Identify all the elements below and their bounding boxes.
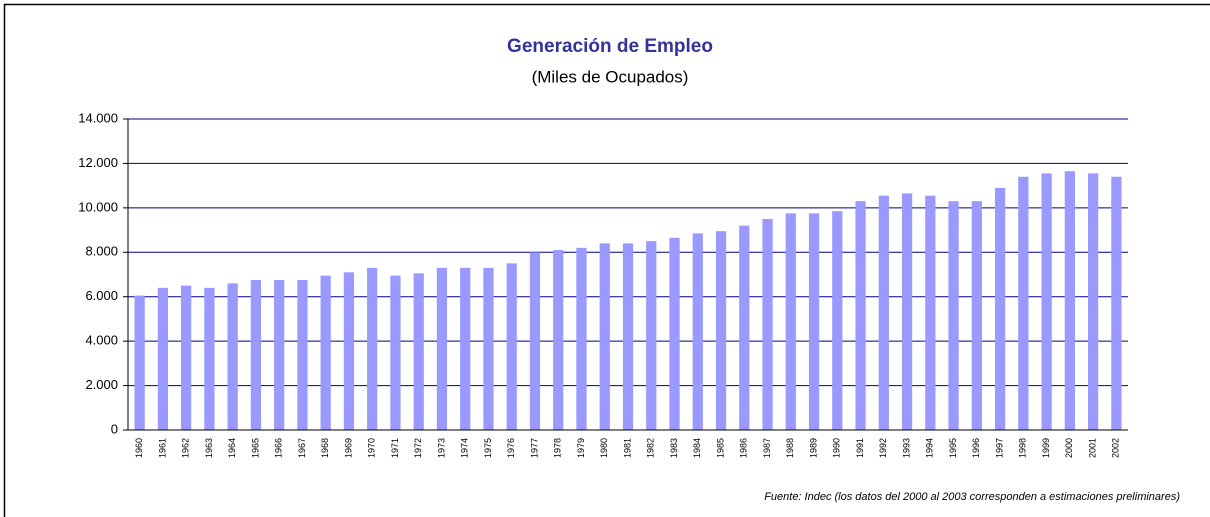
- x-tick-label: 1993: [901, 438, 911, 458]
- bar: [204, 287, 215, 430]
- bar: [739, 225, 750, 430]
- x-tick-label: 1968: [320, 438, 330, 458]
- bar: [948, 201, 959, 430]
- x-tick-label: 1991: [855, 438, 865, 458]
- x-tick-label: 1992: [878, 438, 888, 458]
- bar: [971, 201, 982, 430]
- source-note: Fuente: Indec (los datos del 2000 al 200…: [764, 491, 1180, 503]
- bar: [367, 267, 378, 430]
- bar: [157, 287, 168, 430]
- bar: [599, 243, 610, 430]
- bar: [715, 231, 727, 430]
- bar: [832, 211, 843, 430]
- x-tick-label: 1999: [1041, 438, 1051, 458]
- frame: [3, 3, 1210, 517]
- x-tick-label: 1962: [181, 438, 191, 458]
- bar: [483, 267, 494, 430]
- bar: [274, 280, 285, 430]
- bar: [134, 295, 145, 430]
- bar: [227, 283, 238, 430]
- x-tick-label: 1970: [367, 438, 377, 458]
- bar: [1041, 173, 1052, 431]
- x-tick-label: 1998: [1018, 438, 1028, 458]
- x-tick-label: 1976: [506, 438, 516, 458]
- x-tick-label: 1979: [576, 438, 586, 458]
- x-tick-label: 1973: [436, 438, 446, 458]
- x-tick-label: 1967: [297, 438, 307, 458]
- bar: [297, 280, 308, 430]
- bar: [413, 273, 424, 430]
- x-tick-label: 1974: [460, 438, 470, 458]
- bar: [553, 250, 564, 430]
- bar: [692, 233, 703, 430]
- bar: [1064, 171, 1075, 431]
- bar: [460, 267, 471, 430]
- bar: [576, 247, 587, 430]
- bar: [1088, 173, 1099, 431]
- bar: [901, 193, 913, 430]
- y-tick-label: 0: [111, 421, 118, 436]
- x-tick-label: 1982: [646, 438, 656, 458]
- bar: [878, 195, 889, 430]
- bar: [994, 187, 1006, 430]
- bar: [669, 237, 680, 430]
- y-tick-label: 8.000: [85, 244, 118, 259]
- bar: [925, 195, 936, 430]
- x-tick-label: 1995: [948, 438, 958, 458]
- bar: [1018, 176, 1029, 430]
- bar: [622, 243, 634, 430]
- x-tick-label: 1960: [134, 438, 144, 458]
- bar: [320, 275, 331, 430]
- bar: [390, 275, 401, 430]
- x-tick-label: 1996: [971, 438, 981, 458]
- x-tick-label: 1988: [785, 438, 795, 458]
- x-tick-label: 1961: [157, 438, 167, 458]
- bar: [762, 218, 773, 430]
- x-tick-label: 1987: [762, 438, 772, 458]
- x-tick-label: 1964: [227, 438, 237, 458]
- x-tick-label: 1989: [808, 438, 818, 458]
- bar: [808, 213, 820, 430]
- x-tick-label: 1965: [250, 438, 260, 458]
- x-tick-label: 2001: [1087, 438, 1097, 458]
- y-tick-label: 12.000: [78, 155, 118, 170]
- bar: [529, 252, 541, 430]
- x-tick-label: 1978: [553, 438, 563, 458]
- y-tick-label: 10.000: [78, 199, 118, 214]
- x-tick-label: 2000: [1064, 438, 1074, 458]
- y-tick-label: 4.000: [85, 333, 118, 348]
- bar: [343, 272, 355, 430]
- x-tick-label: 1966: [274, 438, 284, 458]
- x-tick-label: 1983: [669, 438, 679, 458]
- x-tick-label: 1986: [739, 438, 749, 458]
- bar: [436, 267, 448, 430]
- x-tick-label: 1972: [413, 438, 423, 458]
- x-tick-label: 1984: [692, 438, 702, 458]
- x-tick-label: 1980: [599, 438, 609, 458]
- chart-subtitle: (Miles de Ocupados): [532, 67, 689, 86]
- y-tick-label: 6.000: [85, 288, 118, 303]
- x-tick-label: 1971: [390, 438, 400, 458]
- y-tick-label: 14.000: [78, 110, 118, 125]
- x-tick-label: 1990: [832, 438, 842, 458]
- x-tick-label: 1997: [994, 438, 1004, 458]
- x-tick-label: 1963: [204, 438, 214, 458]
- x-tick-label: 1969: [343, 438, 353, 458]
- bar: [1111, 176, 1122, 430]
- x-tick-label: 1994: [925, 438, 935, 458]
- bar: [785, 213, 796, 430]
- x-tick-label: 1975: [483, 438, 493, 458]
- chart-title: Generación de Empleo: [507, 36, 713, 57]
- bar: [181, 285, 192, 430]
- bar: [506, 263, 517, 430]
- x-tick-label: 1985: [715, 438, 725, 458]
- x-tick-label: 2002: [1111, 438, 1121, 458]
- bar: [250, 280, 262, 430]
- bar: [646, 241, 657, 430]
- x-tick-label: 1981: [622, 438, 632, 458]
- bar: [855, 201, 866, 430]
- x-tick-label: 1977: [529, 438, 539, 458]
- y-tick-label: 2.000: [85, 377, 118, 392]
